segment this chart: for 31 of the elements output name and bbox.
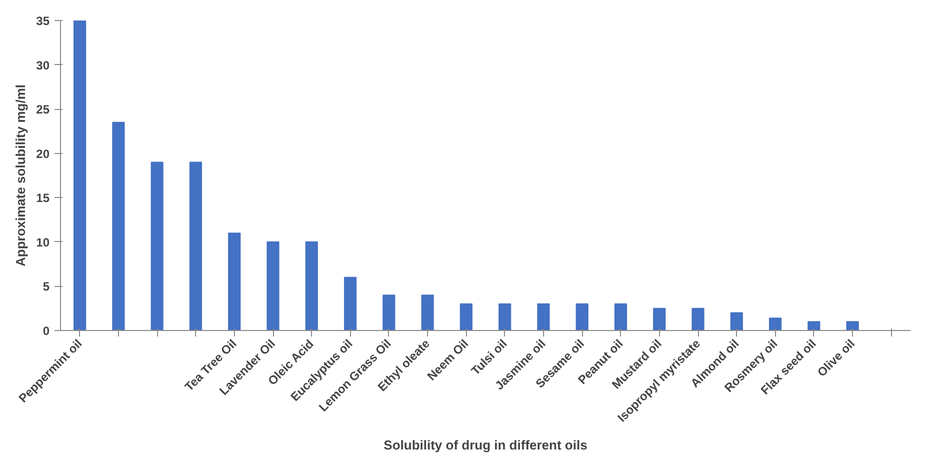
bar: [189, 162, 202, 330]
y-tick-label: 10: [36, 235, 50, 250]
bar: [768, 318, 782, 330]
bar: [421, 294, 434, 330]
bar: [112, 122, 125, 330]
bar: [266, 241, 280, 330]
bar: [537, 303, 550, 330]
y-tick-label: 20: [36, 146, 50, 161]
bar: [730, 312, 743, 330]
y-tick-label: 35: [36, 14, 50, 28]
bar: [344, 276, 357, 330]
bar: [576, 303, 588, 330]
y-tick-label: 0: [42, 324, 50, 338]
bar: [498, 303, 512, 330]
bar: [382, 294, 396, 330]
bar: [846, 321, 859, 330]
bar: [808, 321, 820, 330]
y-tick-label: 25: [36, 102, 50, 117]
bar: [150, 162, 164, 330]
bar: [653, 308, 666, 330]
bar: [228, 232, 241, 330]
x-axis-title: Solubility of drug in different oils: [384, 438, 588, 453]
y-tick-label: 15: [36, 191, 50, 206]
bar: [460, 303, 472, 330]
bar: [614, 303, 628, 330]
bar: [692, 308, 704, 330]
y-tick-label: 5: [42, 280, 50, 294]
bar: [74, 20, 86, 330]
bar: [305, 241, 318, 330]
y-tick-label: 30: [36, 58, 50, 72]
y-axis-title: Approximate solubility mg/ml: [13, 84, 28, 267]
